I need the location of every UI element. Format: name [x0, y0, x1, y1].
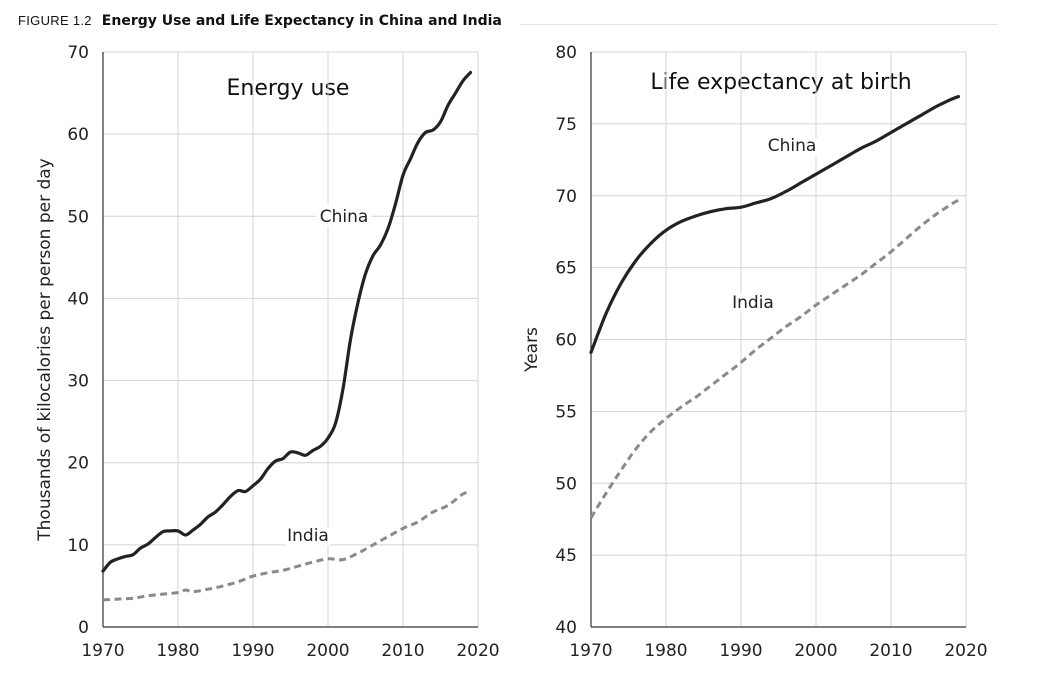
y-axis-label: Years — [522, 327, 542, 373]
figure-number: FIGURE 1.2 — [18, 13, 92, 28]
y-tick-label: 40 — [555, 618, 577, 638]
y-tick-label: 75 — [555, 115, 577, 135]
y-tick-label: 0 — [78, 618, 89, 638]
panel-title: Energy use — [227, 76, 350, 101]
x-tick-label: 1970 — [81, 641, 124, 661]
x-tick-label: 1970 — [569, 641, 612, 661]
y-tick-label: 50 — [555, 474, 577, 494]
x-tick-label: 1980 — [156, 641, 199, 661]
y-axis-label: Thousands of kilocalories per person per… — [35, 158, 55, 541]
y-tick-label: 55 — [555, 402, 577, 422]
series-label-india: India — [732, 293, 774, 313]
y-tick-label: 70 — [555, 187, 577, 207]
series-label-china: China — [320, 207, 369, 227]
panel-2: Life expectancy at birth 40 45 50 55 60 65 70 75… — [522, 43, 988, 661]
series-line-china — [589, 95, 961, 354]
series-line-china — [101, 70, 473, 573]
series-label-china: China — [768, 136, 817, 156]
panel-title: Life expectancy at birth — [650, 70, 911, 95]
panel-1: Energy use 0 10 20 30 40 50 60 70 1970 1980 1990 200… — [35, 43, 500, 661]
x-tick-label: 2020 — [944, 641, 987, 661]
x-tick-label: 2000 — [794, 641, 837, 661]
y-tick-label: 80 — [555, 43, 577, 63]
y-tick-label: 20 — [67, 454, 89, 474]
y-tick-label: 60 — [555, 331, 577, 351]
y-tick-label: 45 — [555, 546, 577, 566]
figure-header: FIGURE 1.2 Energy Use and Life Expectanc… — [18, 13, 502, 33]
x-tick-label: 2010 — [381, 641, 424, 661]
x-tick-label: 1980 — [644, 641, 687, 661]
y-tick-label: 30 — [67, 372, 89, 392]
x-tick-label: 2000 — [306, 641, 349, 661]
y-tick-label: 40 — [67, 289, 89, 309]
series-label-india: India — [287, 526, 329, 546]
series-line-india — [589, 198, 960, 519]
y-tick-label: 50 — [67, 207, 89, 227]
header-rule — [520, 24, 998, 25]
x-tick-label: 1990 — [719, 641, 762, 661]
figure-title: Energy Use and Life Expectancy in China … — [101, 13, 502, 29]
y-tick-label: 10 — [67, 536, 89, 556]
series-line-india — [102, 490, 471, 602]
x-tick-label: 2020 — [456, 641, 499, 661]
y-tick-label: 70 — [67, 43, 89, 63]
x-tick-label: 1990 — [231, 641, 274, 661]
y-tick-label: 60 — [67, 125, 89, 145]
y-tick-label: 65 — [555, 259, 577, 279]
x-tick-label: 2010 — [869, 641, 912, 661]
